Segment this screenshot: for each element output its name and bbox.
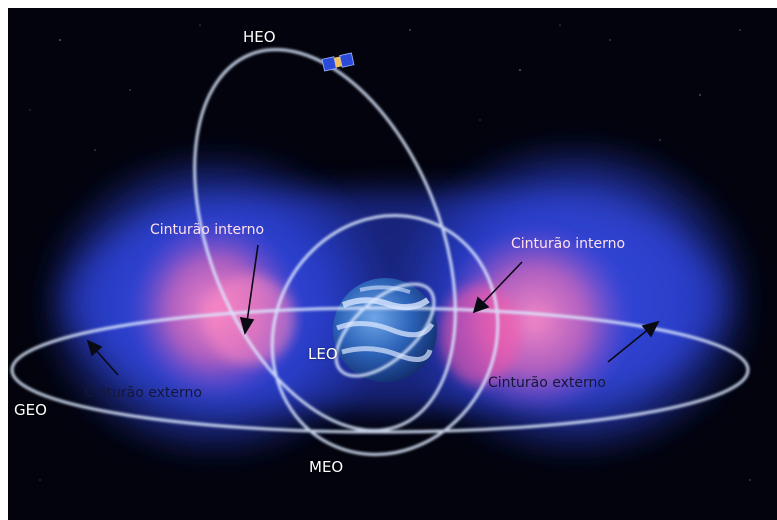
leo-orbit <box>334 282 436 378</box>
arrow-inner-right <box>480 261 523 306</box>
heo-orbit <box>193 48 457 432</box>
geo-label: GEO <box>14 401 47 419</box>
leo-label: LEO <box>308 345 338 363</box>
meo-label: MEO <box>309 458 344 476</box>
pointer-arrows <box>86 244 660 376</box>
inner-belt-left-label: Cinturão interno <box>150 222 265 238</box>
geo-orbit <box>10 306 750 434</box>
outer-belt-left-label: Cinturão externo <box>84 385 202 401</box>
orbits <box>10 48 750 456</box>
satellite-icon <box>321 52 355 72</box>
heo-label: HEO <box>243 28 276 46</box>
earth-icon <box>333 278 437 382</box>
star-field <box>29 24 751 481</box>
inner-belt-right-label: Cinturão interno <box>511 236 626 252</box>
arrow-outer-left <box>93 347 119 376</box>
meo-orbit <box>270 214 500 456</box>
outer-belt-right-label: Cinturão externo <box>488 375 606 391</box>
arrow-inner-left <box>246 244 259 323</box>
arrow-outer-right <box>607 327 651 363</box>
